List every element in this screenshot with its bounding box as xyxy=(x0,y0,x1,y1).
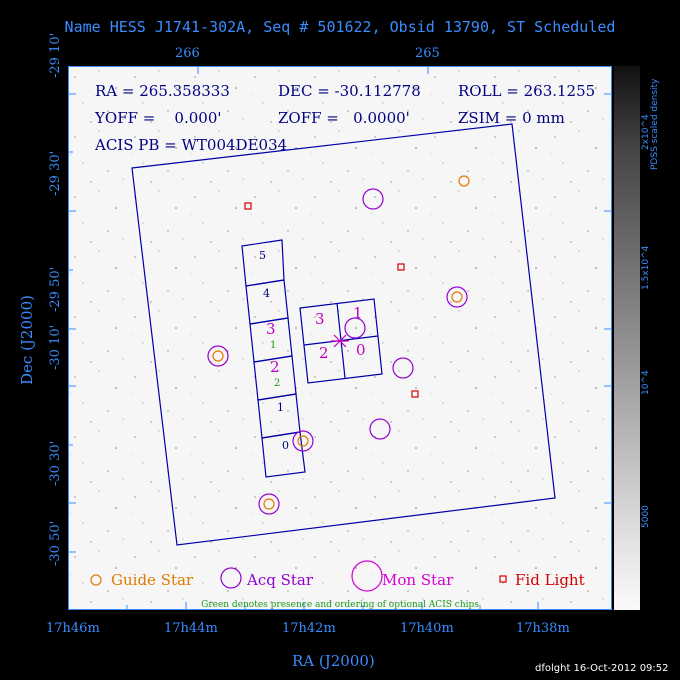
acq-star xyxy=(258,493,280,515)
x-tick-1: 17h46m xyxy=(46,621,100,636)
chip-i-0: 0 xyxy=(356,341,366,359)
legend-note: Green denotes presence and ordering of o… xyxy=(201,600,479,610)
legend-guide-icon xyxy=(90,574,102,586)
legend-acq-label: Acq Star xyxy=(246,571,314,589)
y-tick-1: -29 10' xyxy=(48,32,63,78)
ra-readout: RA = 265.358333 xyxy=(95,82,230,100)
chip-s-3: 3 xyxy=(266,320,276,338)
chip-s-5: 5 xyxy=(259,249,266,262)
field-boundary xyxy=(131,123,556,546)
legend-guide-label: Guide Star xyxy=(111,571,194,589)
acq-star xyxy=(362,188,384,210)
acq-star xyxy=(292,430,314,452)
colorbar-tick-2: 1.5x10^4 xyxy=(641,245,651,290)
acq-star xyxy=(207,345,229,367)
colorbar-tick-1: 2x10^4 xyxy=(641,114,651,150)
top-tick-2: 265 xyxy=(415,46,440,61)
x-tick-5: 17h38m xyxy=(516,621,570,636)
y-tick-4: -30 10' xyxy=(48,324,63,370)
chip-s-2: 2 xyxy=(270,358,280,376)
chip-s-1: 1 xyxy=(277,401,284,414)
field-svg: RA = 265.358333 DEC = -30.112778 ROLL = … xyxy=(68,66,612,610)
y-tick-5: -30 30' xyxy=(48,440,63,486)
y-tick-6: -30 50' xyxy=(48,520,63,566)
roll-readout: ROLL = 263.1255 xyxy=(458,82,595,100)
acq-star xyxy=(392,357,414,379)
legend-fid-icon xyxy=(499,575,507,583)
fid-light xyxy=(244,202,252,210)
guide-star xyxy=(297,435,309,447)
density-colorbar xyxy=(614,66,640,610)
dec-readout: DEC = -30.112778 xyxy=(278,82,421,100)
guide-star xyxy=(263,498,275,510)
chip-i-3: 3 xyxy=(315,310,325,328)
top-tick-1: 266 xyxy=(175,46,200,61)
guide-star xyxy=(451,291,463,303)
yoff-readout: YOFF = 0.000' xyxy=(94,109,222,127)
acq-star xyxy=(344,317,366,339)
y-axis-label: Dec (J2000) xyxy=(18,295,36,385)
chip-i-2: 2 xyxy=(319,344,329,362)
y-tick-3: -29 50' xyxy=(48,266,63,312)
guide-star xyxy=(458,175,470,187)
legend-mon-icon xyxy=(351,560,383,592)
aimpoint-marker xyxy=(331,334,349,348)
acq-star xyxy=(446,286,468,308)
acis-s-array xyxy=(241,239,306,478)
x-tick-4: 17h40m xyxy=(400,621,454,636)
legend-acq-icon xyxy=(220,567,242,589)
chip-s-3-optional: 1 xyxy=(270,340,276,351)
x-tick-2: 17h44m xyxy=(164,621,218,636)
fid-light xyxy=(397,263,405,271)
acq-star xyxy=(369,418,391,440)
sky-field-plot: RA = 265.358333 DEC = -30.112778 ROLL = … xyxy=(68,66,612,610)
zsim-readout: ZSIM = 0 mm xyxy=(458,109,565,127)
chip-s-0: 0 xyxy=(282,439,289,452)
tick-marks xyxy=(68,66,612,610)
x-tick-3: 17h42m xyxy=(282,621,336,636)
sky-background xyxy=(68,66,612,610)
timestamp: dfolght 16-Oct-2012 09:52 xyxy=(535,663,669,674)
fid-light xyxy=(411,390,419,398)
acis-readout: ACIS PB = WT004DE034 xyxy=(94,136,287,154)
guide-star xyxy=(212,350,224,362)
legend-mon-label: Mon Star xyxy=(382,571,454,589)
legend-fid-label: Fid Light xyxy=(515,571,585,589)
colorbar-tick-3: 10^4 xyxy=(641,370,651,395)
plot-title: Name HESS J1741-302A, Seq # 501622, Obsi… xyxy=(64,18,616,36)
chip-s-2-optional: 2 xyxy=(274,378,280,389)
colorbar-label: PDSS scaled density xyxy=(650,78,660,170)
zoff-readout: ZOFF = 0.0000' xyxy=(278,109,410,127)
plot-frame xyxy=(68,66,612,610)
chip-s-4: 4 xyxy=(263,287,270,300)
y-tick-2: -29 30' xyxy=(48,150,63,196)
colorbar-tick-4: 5000 xyxy=(641,505,651,528)
chip-i-1: 1 xyxy=(353,304,363,322)
x-axis-label: RA (J2000) xyxy=(292,652,375,670)
